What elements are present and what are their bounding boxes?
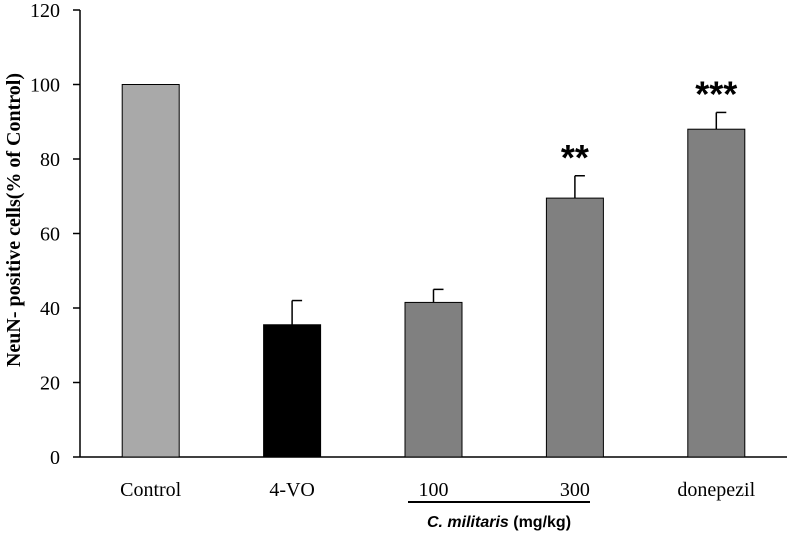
x-tick-label: donepezil [677, 479, 755, 501]
bar [121, 84, 180, 458]
group-label: C. militaris (mg/kg) [427, 514, 571, 531]
significance-marker: ** [561, 137, 589, 178]
significance-marker: *** [695, 73, 737, 114]
x-tick-label: 4-VO [269, 479, 315, 501]
y-tick-label: 80 [40, 149, 60, 171]
x-tick-label: 300 [560, 479, 590, 501]
y-tick-label: 0 [50, 447, 60, 469]
group-label-italic: C. militaris [427, 514, 509, 531]
x-tick-label: Control [120, 479, 182, 501]
y-tick-label: 100 [30, 75, 60, 97]
y-tick-label: 20 [40, 373, 60, 395]
y-axis-label: NeuN- positive cells(% of Control) [3, 73, 25, 367]
y-tick-label: 40 [40, 298, 60, 320]
bar [263, 324, 322, 458]
x-tick-label: 100 [419, 479, 449, 501]
y-tick-label: 60 [40, 224, 60, 246]
bar [687, 128, 746, 458]
bars [121, 84, 746, 458]
y-tick-label: 120 [30, 0, 60, 22]
group-label-unit: (mg/kg) [509, 514, 571, 531]
labels: 0 20 40 60 80 100 120 Control 4-VO 100 ** 300 *** don… [30, 0, 756, 501]
bar [404, 301, 463, 458]
bar [545, 197, 604, 458]
